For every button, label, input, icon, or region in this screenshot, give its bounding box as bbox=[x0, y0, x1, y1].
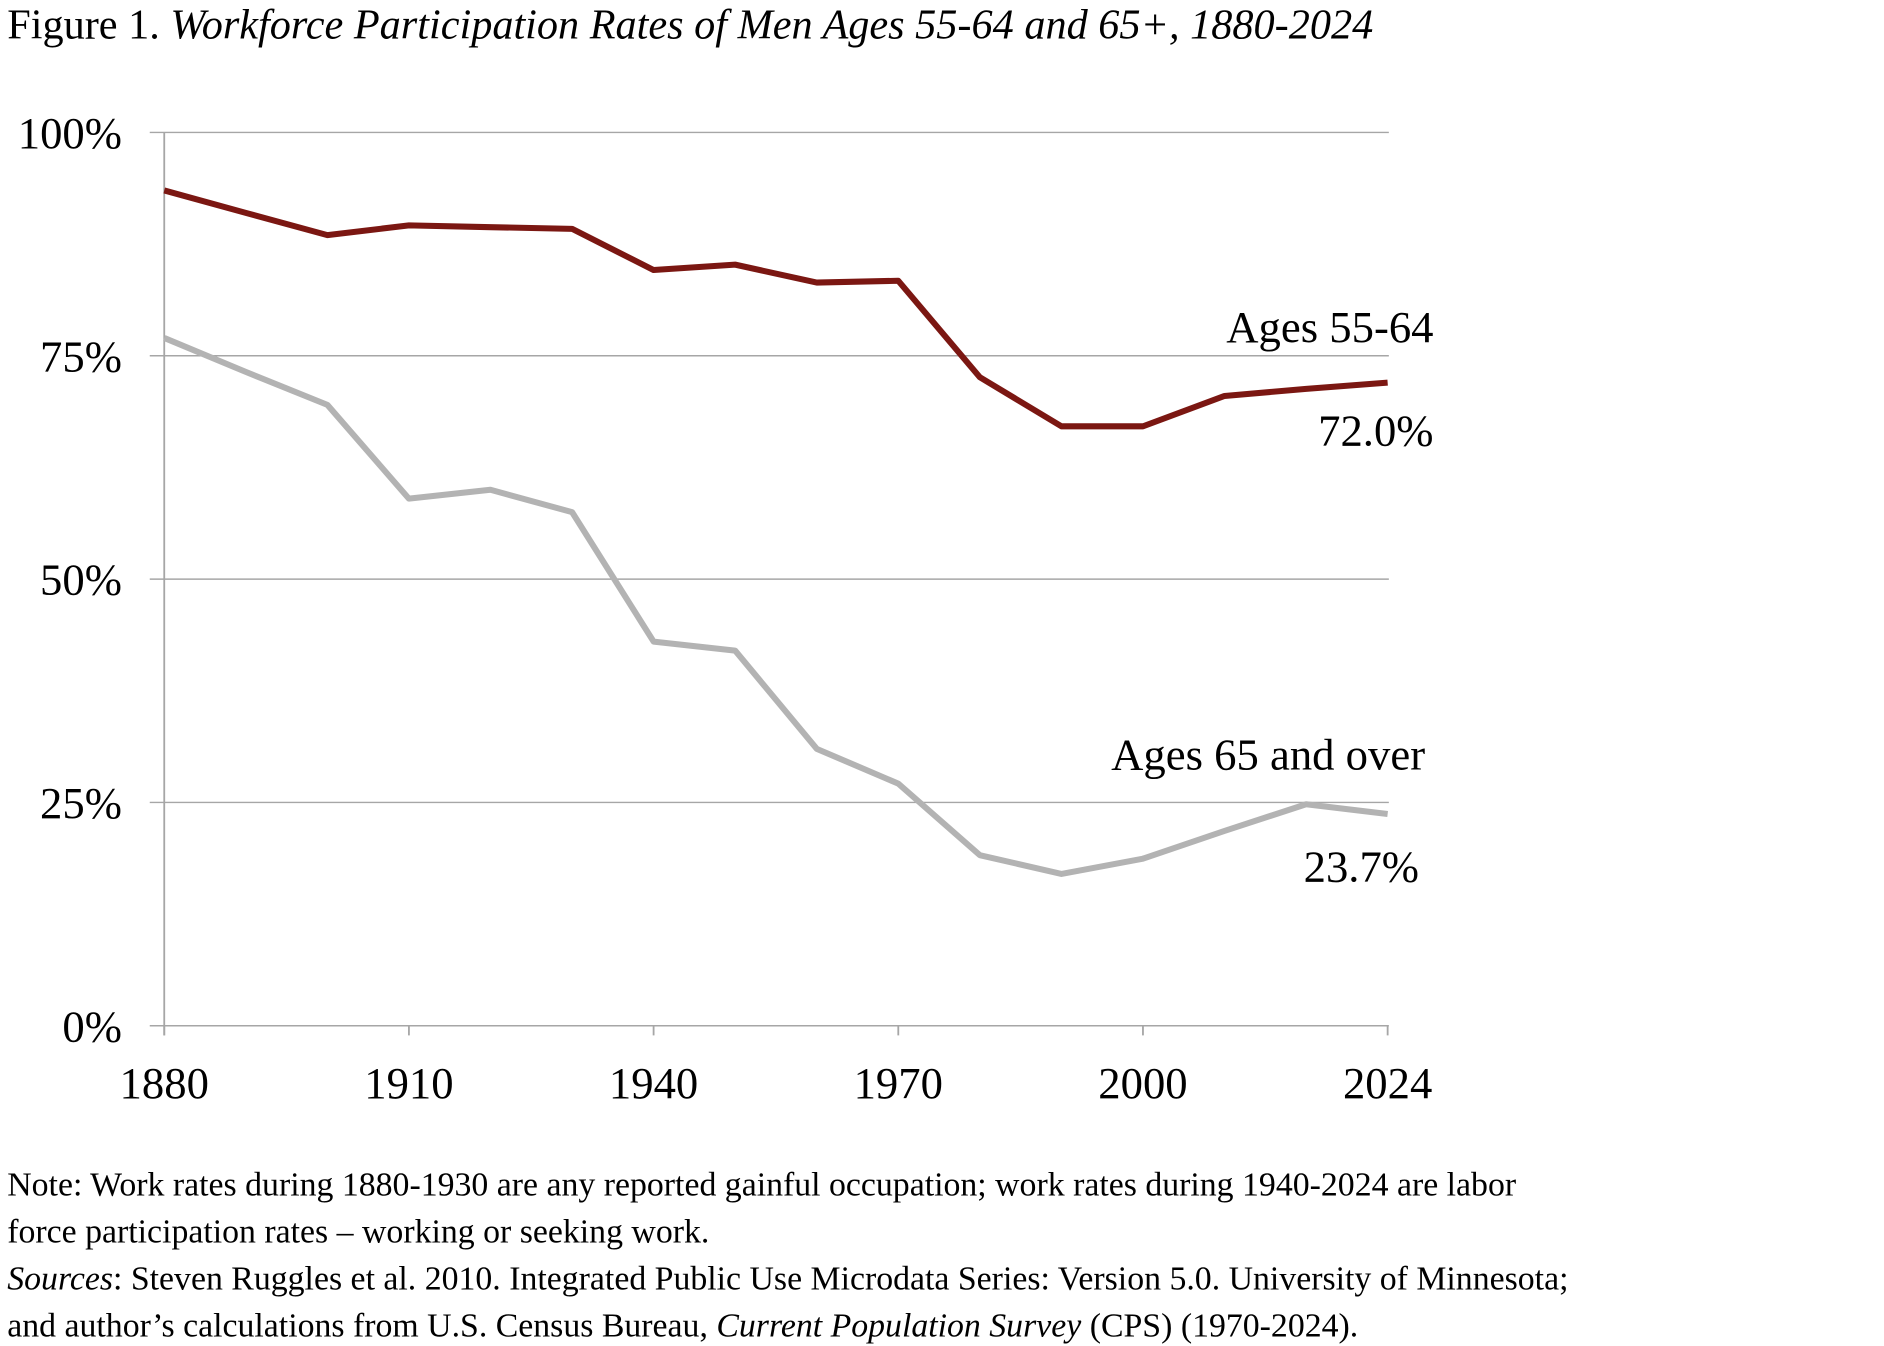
x-tick-label: 1880 bbox=[120, 1058, 209, 1108]
sources-line: and author’s calculations from U.S. Cens… bbox=[7, 1307, 1358, 1344]
series-label: Ages 55-64 bbox=[1226, 302, 1433, 352]
title: Figure 1. Workforce Participation Rates … bbox=[7, 2, 1373, 49]
y-tick-label: 0% bbox=[62, 1001, 122, 1051]
series-line bbox=[163, 187, 1388, 430]
sources-label: Sources bbox=[7, 1260, 113, 1297]
x-tick-label: 2024 bbox=[1343, 1058, 1432, 1108]
y-tick-label: 50% bbox=[40, 555, 122, 605]
sources-text: (CPS) (1970-2024). bbox=[1081, 1307, 1358, 1344]
series-line bbox=[163, 335, 1388, 877]
sources-text: and author’s calculations from U.S. Cens… bbox=[7, 1307, 716, 1344]
note-line: Note: Work rates during 1880-1930 are an… bbox=[7, 1167, 1516, 1204]
x-tick-label: 1940 bbox=[609, 1058, 698, 1108]
y-tick-label: 75% bbox=[40, 331, 122, 381]
chart-title: Workforce Participation Rates of Men Age… bbox=[170, 2, 1373, 49]
value-label: 72.0% bbox=[1318, 406, 1433, 456]
sources-italic: Current Population Survey bbox=[716, 1307, 1081, 1344]
sources-text: : Steven Ruggles et al. 2010. Integrated… bbox=[113, 1260, 1568, 1297]
value-label: 23.7% bbox=[1304, 841, 1419, 891]
series-label: Ages 65 and over bbox=[1111, 729, 1425, 779]
note-line: force participation rates – working or s… bbox=[7, 1214, 709, 1251]
x-tick-label: 1970 bbox=[854, 1058, 943, 1108]
figure-label: Figure 1. bbox=[7, 2, 160, 49]
sources-line: Sources: Steven Ruggles et al. 2010. Int… bbox=[7, 1260, 1568, 1297]
y-tick-label: 25% bbox=[40, 778, 122, 828]
x-tick-label: 1910 bbox=[364, 1058, 453, 1108]
y-tick-label: 100% bbox=[18, 108, 122, 158]
x-tick-label: 2000 bbox=[1098, 1058, 1187, 1108]
